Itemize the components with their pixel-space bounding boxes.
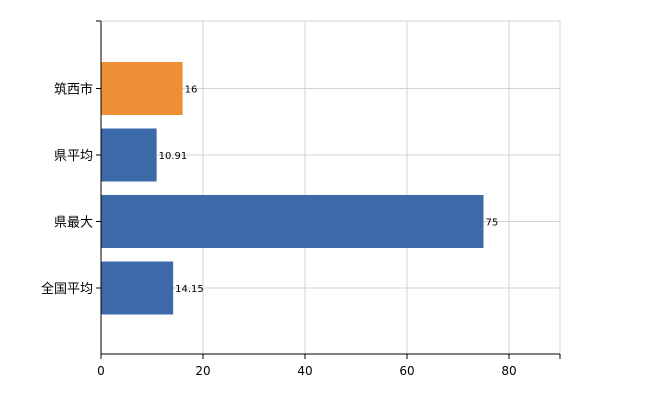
bar — [101, 128, 157, 182]
x-tick-label: 40 — [297, 364, 312, 378]
value-label: 75 — [486, 218, 499, 229]
x-tick-label: 20 — [195, 364, 210, 378]
bar — [101, 62, 183, 115]
category-label: 全国平均 — [41, 281, 93, 297]
x-tick-label: 0 — [97, 364, 105, 378]
x-tick-labels: 0 20 40 60 80 — [97, 364, 516, 378]
category-label: 県平均 — [54, 149, 93, 164]
value-labels: 16 10.91 75 14.15 — [159, 85, 499, 296]
x-tick-label: 60 — [399, 364, 414, 378]
category-label: 県最大 — [54, 216, 93, 231]
bar — [101, 261, 174, 315]
value-label: 14.15 — [175, 284, 204, 295]
bar — [101, 195, 484, 248]
x-tick-label: 80 — [501, 364, 516, 378]
value-label: 16 — [185, 85, 198, 96]
bars — [101, 62, 484, 315]
category-label: 筑西市 — [54, 82, 93, 98]
axes — [96, 20, 561, 359]
value-label: 10.91 — [159, 151, 188, 162]
